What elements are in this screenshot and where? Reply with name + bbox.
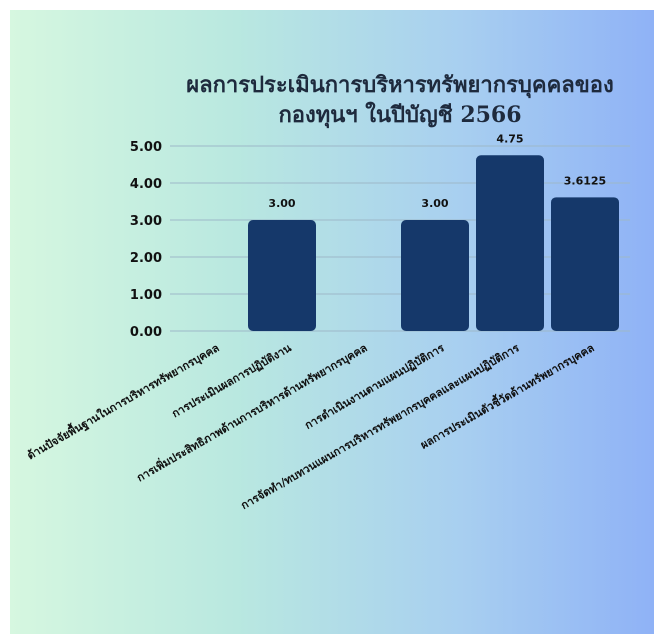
data-label: 3.00 xyxy=(268,197,295,210)
bar xyxy=(476,155,544,331)
x-tick-label: การประเมินผลการปฏิบัติงาน xyxy=(170,341,294,420)
x-tick-label: การดำเนินงานตามแผนปฏิบัติการ xyxy=(302,341,446,432)
y-tick-label: 3.00 xyxy=(130,214,162,229)
chart-background: ผลการประเมินการบริหารทรัพยากรบุคคลของ กอ… xyxy=(10,10,654,634)
bar xyxy=(248,220,316,331)
chart-title: ผลการประเมินการบริหารทรัพยากรบุคคลของ กอ… xyxy=(140,70,654,130)
y-tick-label: 0.00 xyxy=(130,325,162,340)
bar xyxy=(551,197,619,331)
y-tick-label: 1.00 xyxy=(130,288,162,303)
x-tick-label: การจัดทำ/ทบทวนแผนการบริหารทรัพยากรบุคคลแ… xyxy=(239,341,522,513)
data-label: 3.00 xyxy=(421,197,448,210)
y-tick-label: 5.00 xyxy=(130,140,162,155)
bar-chart: 0.001.002.003.004.005.00ด้านปัจจัยพื้นฐา… xyxy=(24,132,630,513)
data-label: 3.6125 xyxy=(564,174,606,187)
bar xyxy=(401,220,469,331)
data-label: 4.75 xyxy=(496,132,523,145)
y-tick-label: 2.00 xyxy=(130,251,162,266)
chart-title-line-1: ผลการประเมินการบริหารทรัพยากรบุคคลของ xyxy=(186,72,614,98)
chart-title-line-2: กองทุนฯ ในปีบัญชี 2566 xyxy=(278,102,522,128)
y-tick-label: 4.00 xyxy=(130,177,162,192)
